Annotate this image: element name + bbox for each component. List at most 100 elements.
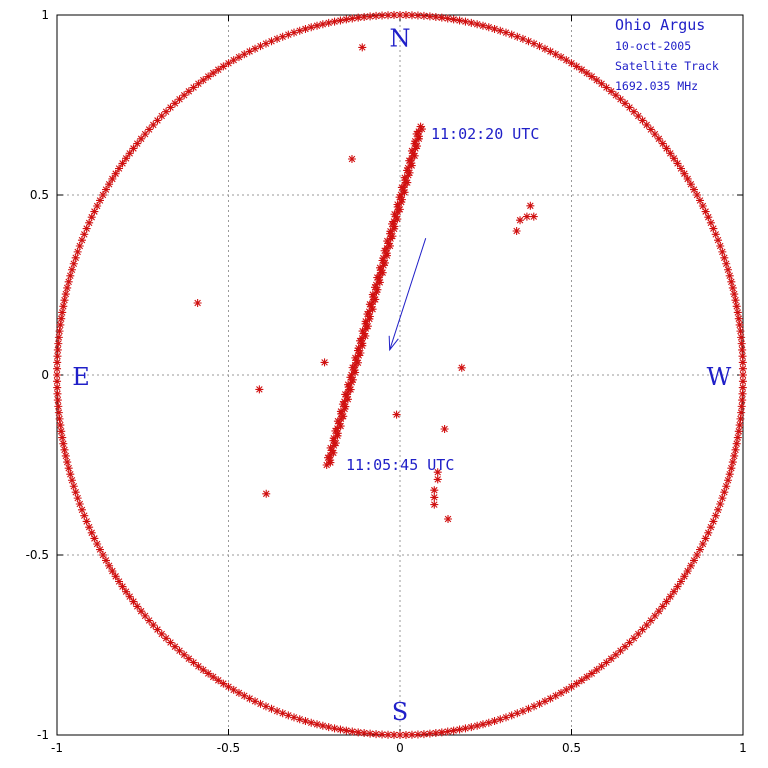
horizon-point <box>396 731 404 739</box>
horizon-point <box>662 597 671 606</box>
horizon-point <box>307 718 316 727</box>
track-point <box>396 190 405 199</box>
horizon-point <box>366 729 375 738</box>
horizon-point <box>313 720 322 729</box>
horizon-point <box>98 191 107 199</box>
track-point <box>361 324 370 333</box>
track-point <box>393 215 402 224</box>
horizon-point <box>162 634 171 643</box>
horizon-point <box>582 69 591 78</box>
horizon-point <box>194 662 203 671</box>
horizon-point <box>71 488 80 497</box>
horizon-point <box>384 11 393 20</box>
track-point <box>375 275 384 284</box>
horizon-point <box>546 694 555 703</box>
horizon-point <box>390 11 399 20</box>
horizon-point <box>60 296 69 305</box>
horizon-point <box>716 241 725 250</box>
horizon-point <box>634 629 643 638</box>
horizon-point <box>133 602 142 611</box>
arrow-head <box>388 335 399 352</box>
horizon-point <box>407 11 416 20</box>
horizon-point <box>170 99 179 108</box>
horizon-point <box>732 439 741 448</box>
horizon-point <box>180 650 189 659</box>
horizon-point <box>295 715 304 724</box>
track-point <box>367 302 376 311</box>
scatter-point <box>193 299 202 307</box>
horizon-point <box>330 17 339 26</box>
horizon-point <box>245 47 254 56</box>
horizon-point <box>718 494 727 503</box>
horizon-point <box>209 69 218 78</box>
horizon-point <box>60 445 69 454</box>
horizon-point <box>634 112 643 121</box>
horizon-point <box>711 511 720 520</box>
horizon-point <box>77 236 86 245</box>
track-point <box>411 144 420 153</box>
horizon-point <box>66 271 75 280</box>
horizon-point <box>518 707 527 716</box>
track-point <box>376 263 385 272</box>
horizon-point <box>716 500 725 509</box>
track-point <box>365 314 374 323</box>
horizon-point <box>706 218 715 227</box>
scatter-point <box>440 425 449 433</box>
horizon-point <box>695 545 704 554</box>
horizon-point <box>437 728 446 737</box>
horizon-point <box>336 16 345 25</box>
horizon-point <box>540 44 549 53</box>
horizon-point <box>348 727 357 736</box>
track-point <box>373 285 382 294</box>
horizon-point <box>87 213 96 222</box>
horizon-point <box>122 154 131 163</box>
horizon-point <box>592 665 601 674</box>
scatter-point <box>430 493 439 502</box>
track-point <box>375 278 384 287</box>
horizon-point <box>204 669 213 678</box>
horizon-point <box>666 592 675 601</box>
horizon-point <box>318 20 327 29</box>
x-tick-label: 1 <box>739 741 747 755</box>
horizon-point <box>184 87 193 96</box>
horizon-point <box>602 658 611 667</box>
horizon-point <box>53 345 62 354</box>
track-point <box>413 142 422 151</box>
horizon-point <box>133 139 142 148</box>
horizon-point <box>157 112 166 121</box>
horizon-point <box>101 185 110 194</box>
horizon-point <box>654 607 663 616</box>
scatter-point <box>392 410 401 419</box>
horizon-point <box>105 561 114 570</box>
horizon-point <box>55 327 64 336</box>
horizon-point <box>153 625 162 634</box>
horizon-point <box>737 339 746 348</box>
horizon-point <box>234 53 243 62</box>
horizon-point <box>224 682 233 691</box>
horizon-point <box>53 352 62 361</box>
horizon-point <box>75 500 84 509</box>
horizon-point <box>425 729 434 738</box>
horizon-point <box>77 505 86 514</box>
horizon-point <box>629 107 638 116</box>
horizon-point <box>455 725 464 734</box>
horizon-point <box>738 383 747 392</box>
horizon-point <box>378 730 387 739</box>
horizon-point <box>720 488 729 497</box>
horizon-point <box>372 730 381 739</box>
horizon-point <box>58 433 67 442</box>
horizon-point <box>562 56 571 65</box>
horizon-point <box>273 34 282 43</box>
compass-east: E <box>72 363 90 391</box>
horizon-point <box>180 91 189 100</box>
horizon-point <box>80 511 89 520</box>
horizon-point <box>194 79 203 88</box>
track-point <box>343 392 352 401</box>
horizon-point <box>401 11 410 20</box>
horizon-point <box>431 12 440 21</box>
track-point <box>351 353 360 362</box>
horizon-point <box>69 482 78 491</box>
track-point <box>326 458 335 467</box>
horizon-point <box>98 551 107 559</box>
horizon-point <box>736 414 745 423</box>
